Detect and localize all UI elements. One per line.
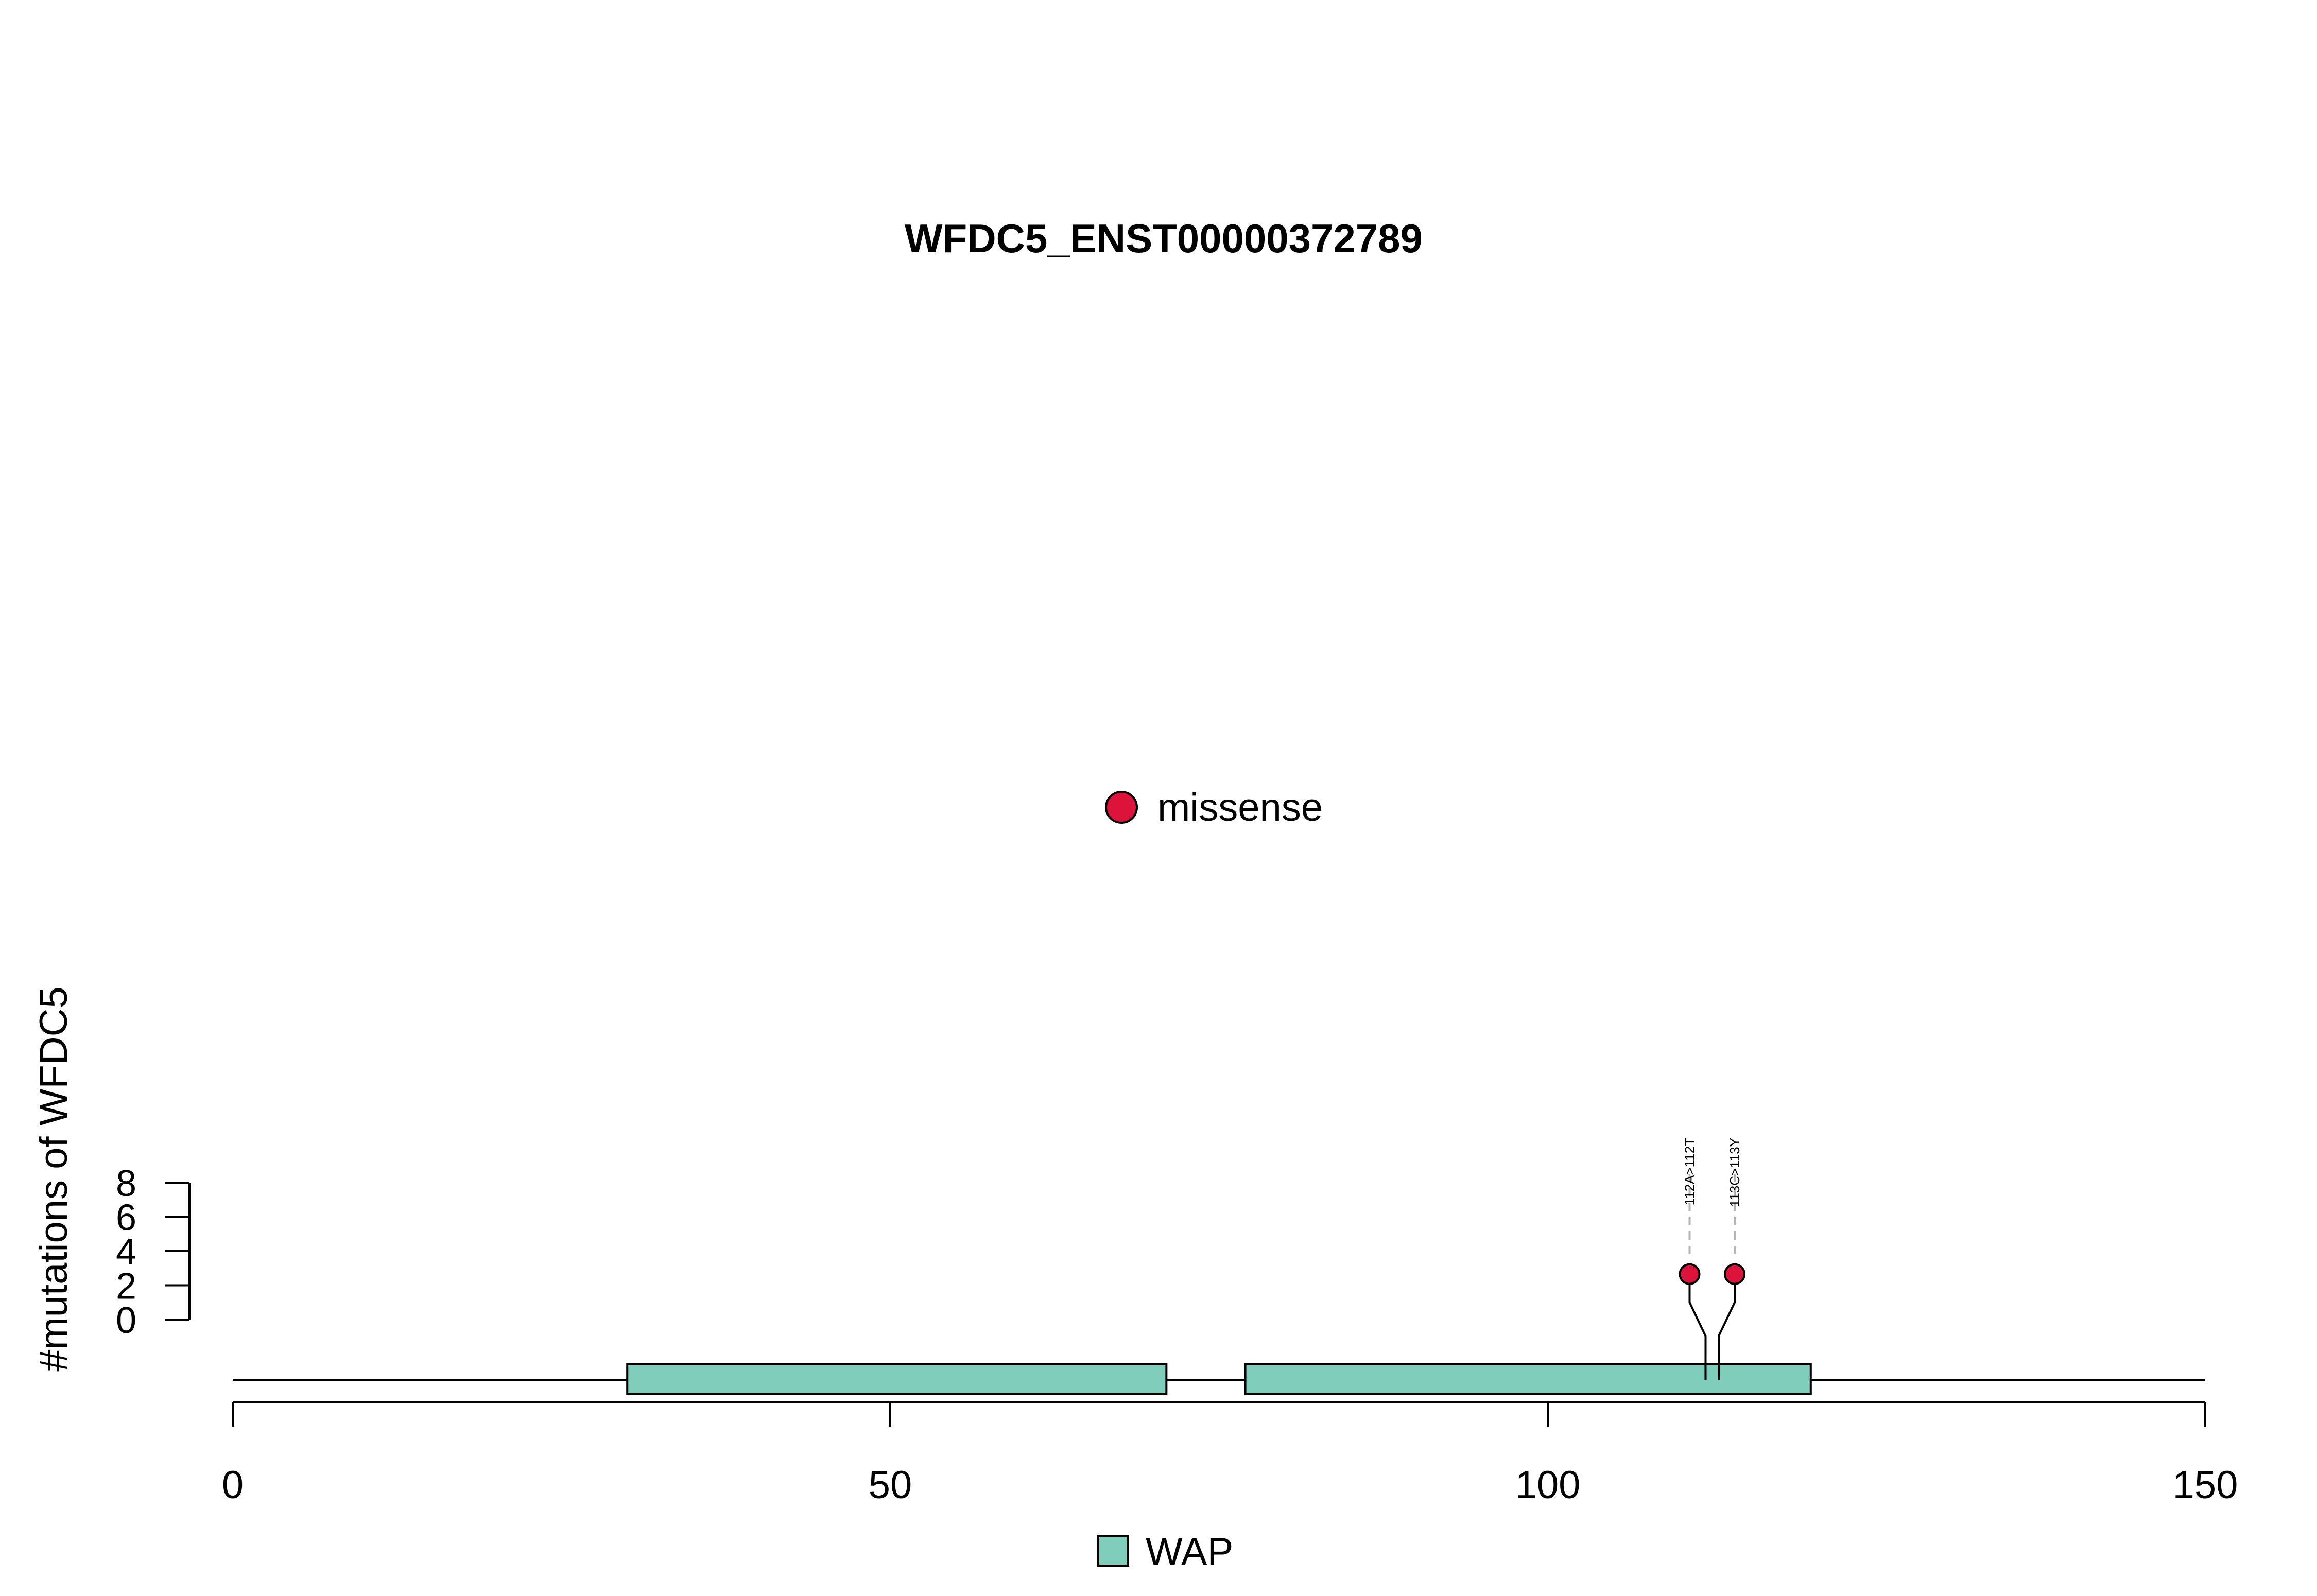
domain-track <box>626 1363 1812 1395</box>
wap-legend-swatch <box>1097 1535 1129 1567</box>
domain-wap-2 <box>1244 1363 1812 1395</box>
mutation-lollipops: 112A>112T 113C>113Y <box>1679 1138 1746 1380</box>
x-tick-label-100: 100 <box>1515 1463 1581 1507</box>
mutation-113: 113C>113Y <box>1718 1138 1746 1380</box>
chart-title: WFDC5_ENST00000372789 <box>905 216 1423 261</box>
mutation-label: 113C>113Y <box>1727 1138 1742 1207</box>
mutation-legend: missense <box>1105 786 1323 829</box>
mutation-stem <box>1688 1274 1707 1380</box>
y-tick-label-4: 4 <box>116 1231 136 1273</box>
y-tick-label-2: 2 <box>116 1266 136 1307</box>
missense-legend-label: missense <box>1157 786 1323 829</box>
y-tick-label-8: 8 <box>116 1163 136 1204</box>
y-tick-label-6: 6 <box>116 1198 136 1239</box>
wap-legend-label: WAP <box>1146 1530 1233 1574</box>
x-tick-label-0: 0 <box>222 1463 244 1507</box>
y-tick-label-0: 0 <box>116 1300 136 1341</box>
mutation-head-missense <box>1679 1263 1701 1285</box>
y-axis-label: #mutations of WFDC5 <box>32 986 76 1372</box>
mutation-label: 112A>112T <box>1682 1138 1697 1205</box>
x-tick-label-150: 150 <box>2173 1463 2238 1507</box>
domain-wap-1 <box>626 1363 1168 1395</box>
mutation-112: 112A>112T <box>1679 1138 1707 1380</box>
missense-legend-marker <box>1105 791 1138 824</box>
x-tick-label-50: 50 <box>869 1463 912 1507</box>
mutation-stem <box>1718 1274 1736 1380</box>
x-axis: 0 50 100 150 <box>222 1401 2238 1507</box>
domain-legend: WAP <box>1097 1530 1233 1574</box>
mutation-head-missense <box>1724 1263 1746 1285</box>
